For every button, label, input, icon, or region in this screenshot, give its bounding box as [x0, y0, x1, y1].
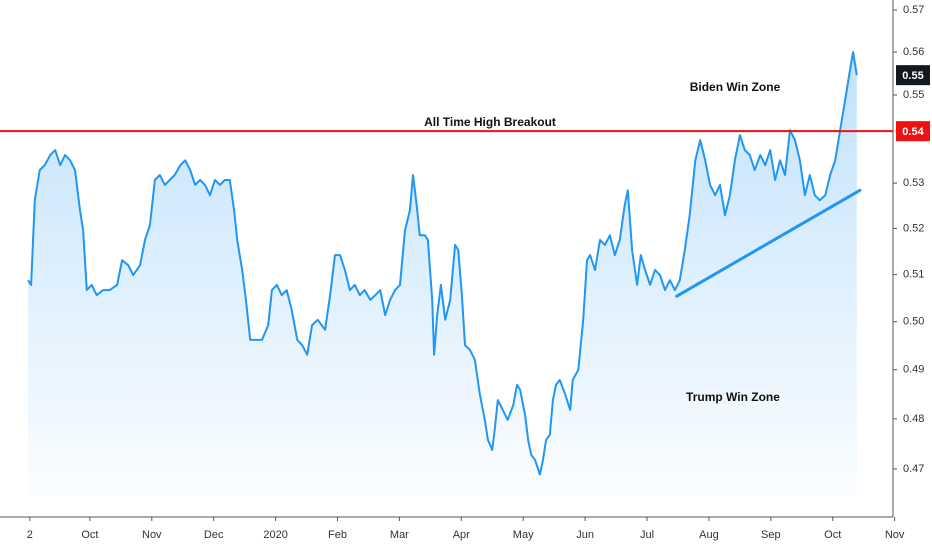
x-tick-label: Dec: [204, 529, 224, 541]
price-label: 0.54: [902, 126, 924, 138]
x-tick-label: Jun: [576, 529, 594, 541]
x-tick-label: Feb: [328, 529, 347, 541]
y-tick-label: 0.53: [903, 177, 924, 189]
y-tick-label: 0.56: [903, 46, 924, 58]
y-tick-label: 0.57: [903, 4, 924, 16]
x-tick-label: Nov: [142, 529, 162, 541]
x-tick-label: Jul: [640, 529, 654, 541]
y-tick-label: 0.52: [903, 222, 924, 234]
trend-line: [675, 188, 862, 298]
x-tick-label: Aug: [699, 529, 719, 541]
x-tick-label: May: [513, 529, 534, 541]
last-value-label: 0.55: [902, 70, 923, 82]
y-tick-label: 0.48: [903, 413, 924, 425]
x-tick-label: Oct: [824, 529, 841, 541]
x-tick-label: Nov: [885, 529, 905, 541]
annotation: Biden Win Zone: [690, 80, 781, 94]
last-value-box: [896, 65, 930, 86]
y-tick-label: 0.47: [903, 463, 924, 475]
x-tick-label: Mar: [390, 529, 409, 541]
annotation: All Time High Breakout: [424, 115, 556, 129]
y-tick-label: 0.55: [903, 89, 924, 101]
x-tick-label: Oct: [81, 529, 98, 541]
annotation: Trump Win Zone: [686, 390, 780, 404]
y-tick-label: 0.50: [903, 316, 924, 328]
line: [27, 51, 858, 476]
y-tick-label: 0.49: [903, 364, 924, 376]
y-tick-label: 0.51: [903, 269, 924, 281]
price-label-box: [896, 121, 930, 142]
x-tick-label: Apr: [453, 529, 470, 541]
area-fill: [28, 52, 857, 495]
x-tick-label: Sep: [761, 529, 781, 541]
x-tick-label: 2020: [263, 529, 287, 541]
x-tick-label: 2: [27, 529, 33, 541]
